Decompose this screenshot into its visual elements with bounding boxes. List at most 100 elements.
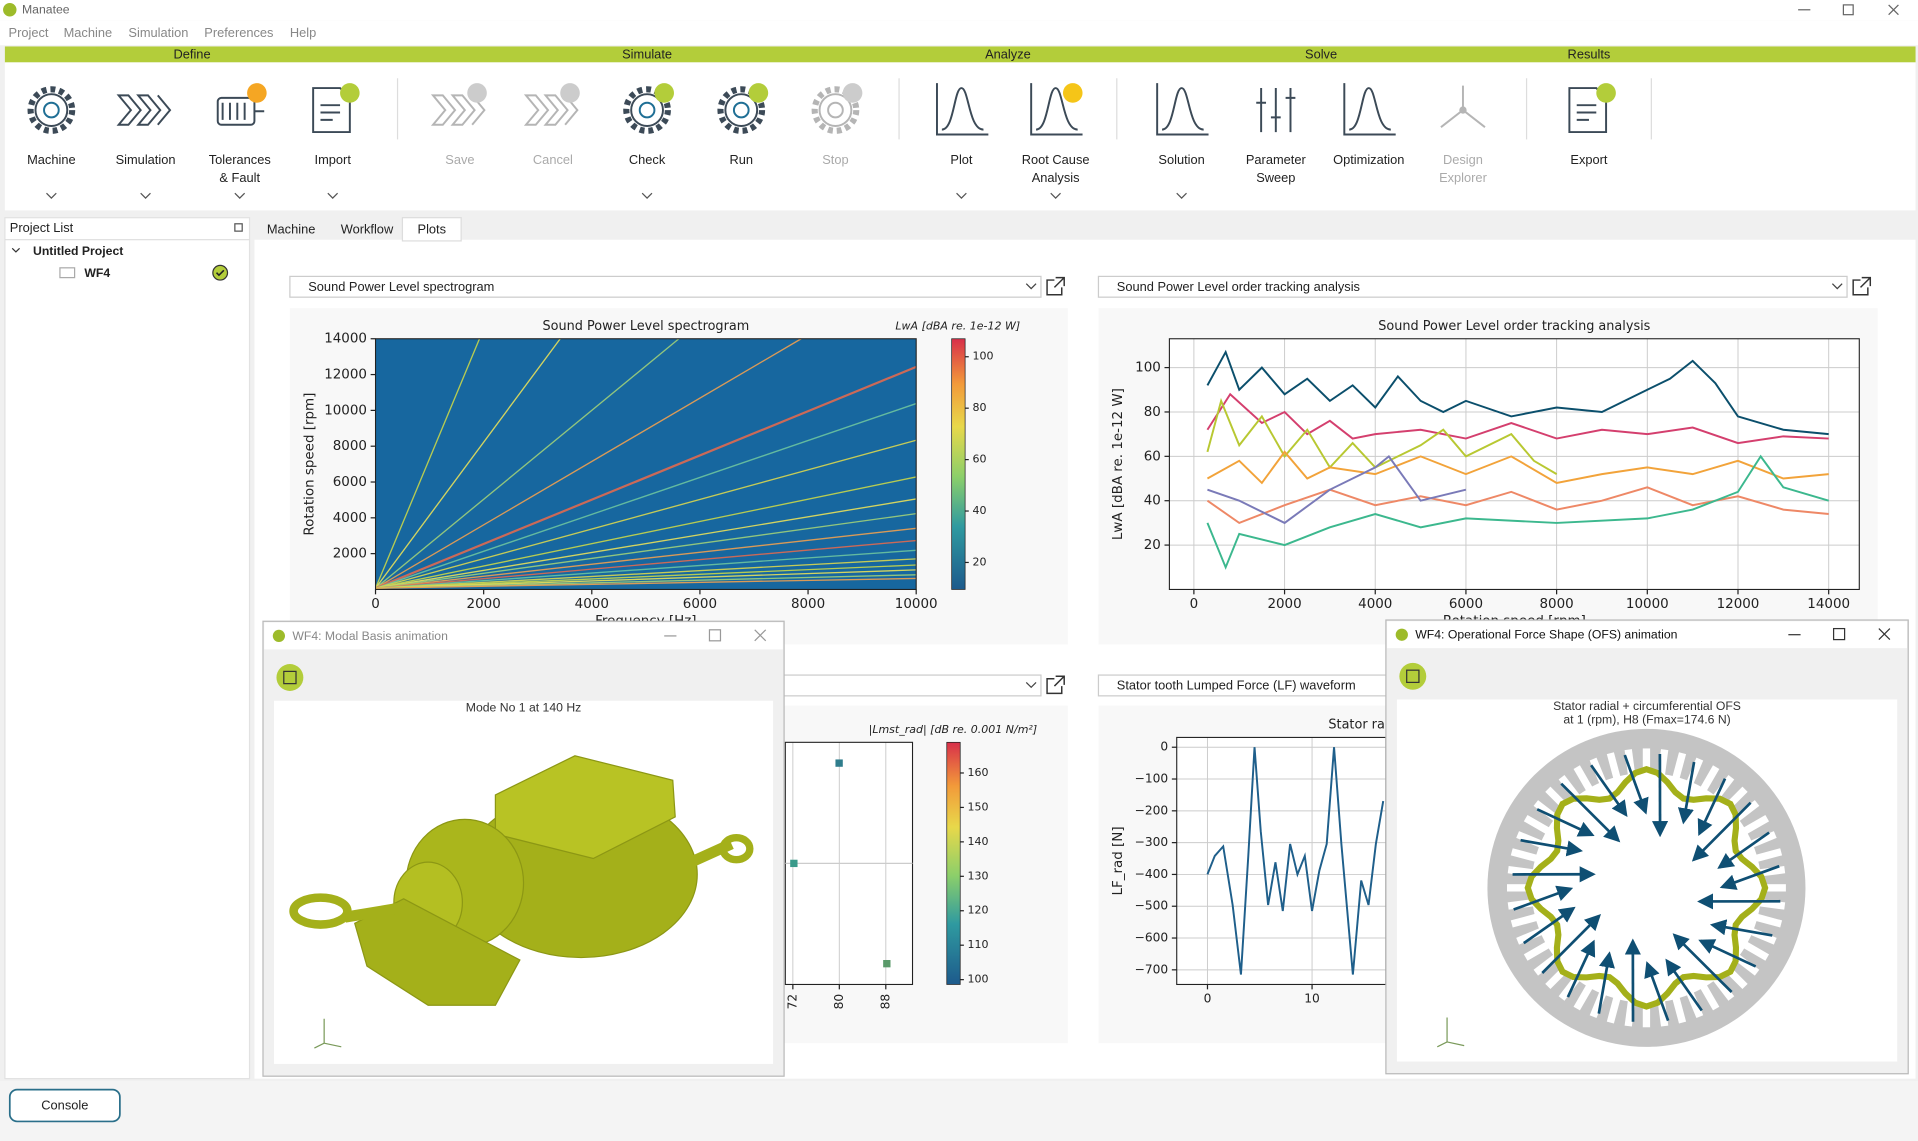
x-tick-label: 10000 (895, 597, 938, 612)
tree-item[interactable]: WF4 (84, 266, 110, 280)
ribbon-button[interactable]: Check (623, 83, 674, 199)
dropdown[interactable] (1097, 275, 1848, 298)
console-button[interactable] (8, 1088, 121, 1123)
ribbon-button[interactable]: Run (717, 83, 769, 167)
dropdown[interactable] (782, 674, 1042, 697)
y-tick-label: 0 (1160, 740, 1168, 754)
ribbon-button-label[interactable]: Explorer (1439, 170, 1488, 185)
ribbon-button-label[interactable]: & Fault (219, 170, 260, 185)
icon (27, 86, 76, 134)
ribbon-button[interactable]: Export (1568, 83, 1616, 167)
tree-toggle[interactable] (11, 247, 21, 253)
close[interactable] (1888, 4, 1899, 16)
ribbon-button-label[interactable]: Plot (950, 152, 973, 167)
series-line (1206, 392, 1829, 445)
ribbon-button[interactable]: Root Cause Analysis (1022, 83, 1090, 199)
dropdown-chevron[interactable] (234, 192, 246, 199)
stator-slot (1642, 1000, 1651, 1028)
dropdown[interactable] (289, 275, 1042, 298)
maximize[interactable] (1832, 627, 1846, 641)
ribbon-button-label[interactable]: Solution (1158, 152, 1204, 167)
x-tick-label: 4000 (1358, 597, 1392, 612)
ribbon-button-label[interactable]: Design (1443, 152, 1483, 167)
dropdown-text[interactable]: Sound Power Level spectrogram (308, 279, 494, 294)
ribbon-button-label[interactable]: Tolerances (209, 152, 271, 167)
dropdown-chevron[interactable] (327, 192, 339, 199)
save-button[interactable] (1399, 662, 1427, 690)
stator-slot (1699, 983, 1720, 1011)
maximize[interactable] (1842, 4, 1854, 16)
ribbon-button-label[interactable]: Export (1570, 152, 1608, 167)
ribbon-button-label[interactable]: Cancel (533, 152, 573, 167)
series-line (1206, 397, 1558, 475)
console-label[interactable]: Console (41, 1098, 88, 1113)
dropdown-chevron[interactable] (1025, 681, 1037, 689)
ribbon-button[interactable]: Import (312, 83, 360, 199)
ribbon-button[interactable]: Tolerances & Fault (209, 83, 271, 199)
ribbon-button-label[interactable]: Analysis (1032, 170, 1080, 185)
ribbon-button-label[interactable]: Optimization (1333, 152, 1404, 167)
dropdown-chevron[interactable] (956, 192, 967, 199)
close[interactable] (754, 629, 767, 642)
ribbon-button-label[interactable]: Run (729, 152, 753, 167)
dropdown-text[interactable]: Sound Power Level order tracking analysi… (1117, 279, 1360, 294)
panel-undock[interactable] (234, 223, 243, 232)
spectrogram-order (375, 564, 917, 589)
dropdown-text[interactable]: Stator tooth Lumped Force (LF) waveform (1117, 677, 1356, 692)
ribbon-button-label[interactable]: Import (315, 152, 352, 167)
menu-item[interactable]: Preferences (204, 25, 273, 40)
force-arrow (1560, 782, 1621, 843)
dropdown-chevron[interactable] (1025, 283, 1037, 290)
menu-item[interactable]: Simulation (128, 25, 188, 40)
menu-item[interactable]: Project (9, 25, 49, 40)
ribbon-button[interactable]: Solution (1156, 83, 1209, 199)
ribbon-button[interactable]: Save (430, 83, 487, 167)
menu-item[interactable]: Machine (64, 25, 113, 40)
ribbon-button-label[interactable]: Machine (27, 152, 76, 167)
ribbon-button-label[interactable]: Root Cause (1022, 152, 1090, 167)
tree-project[interactable]: Untitled Project (33, 244, 123, 258)
popout[interactable] (1046, 276, 1065, 296)
ribbon-button-label[interactable]: Save (445, 152, 474, 167)
force-arrow (1623, 754, 1649, 815)
close[interactable] (1878, 628, 1891, 641)
tab[interactable]: Workflow (341, 221, 394, 236)
ribbon (4, 62, 1916, 211)
ribbon-button[interactable]: Parameter Sweep (1246, 88, 1307, 185)
dropdown-chevron[interactable] (1176, 192, 1187, 199)
dropdown-chevron[interactable] (1050, 192, 1061, 199)
ribbon-button[interactable]: Simulation (116, 94, 176, 199)
popout[interactable] (1852, 276, 1872, 296)
stator-slot (1757, 866, 1786, 877)
spectrogram-order (375, 338, 802, 589)
spectrogram-order (375, 512, 917, 589)
dropdown-chevron[interactable] (1831, 283, 1843, 290)
ribbon-button-label[interactable]: Sweep (1256, 170, 1295, 185)
popout[interactable] (1046, 675, 1065, 695)
ribbon-button[interactable]: Plot (936, 83, 989, 199)
ribbon-button-label[interactable]: Stop (822, 152, 848, 167)
dropdown-chevron[interactable] (641, 192, 653, 199)
maximize[interactable] (708, 629, 722, 642)
spectrogram-order (375, 549, 917, 589)
colorbar-tick-label: 110 (968, 938, 989, 951)
x-tick-label: 2000 (467, 597, 501, 612)
ribbon-button-label[interactable]: Check (629, 152, 666, 167)
ribbon-button-label[interactable]: Parameter (1246, 152, 1307, 167)
ribbon-button[interactable]: Machine (27, 86, 76, 199)
icon (1568, 87, 1608, 134)
ribbon-button[interactable]: Stop (811, 83, 863, 167)
dropdown-chevron[interactable] (140, 192, 151, 199)
tab[interactable]: Plots (418, 221, 447, 236)
ribbon-button[interactable]: Optimization (1333, 83, 1404, 167)
window-title: WF4: Operational Force Shape (OFS) anima… (1415, 628, 1677, 642)
ribbon-button[interactable]: Cancel (523, 83, 580, 167)
dropdown-chevron[interactable] (46, 192, 57, 199)
ribbon-button-label[interactable]: Simulation (116, 152, 176, 167)
menu-item[interactable]: Help (290, 25, 316, 40)
tab[interactable]: Machine (267, 221, 316, 236)
ribbon-button[interactable]: Design Explorer (1439, 85, 1488, 185)
save-button[interactable] (276, 664, 304, 691)
